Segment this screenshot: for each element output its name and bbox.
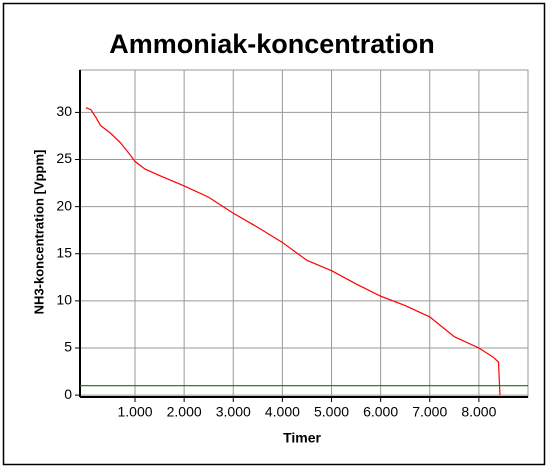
x-tick-label: 8.000 xyxy=(461,404,496,420)
y-tick-label: 10 xyxy=(56,292,72,308)
y-tick-label: 15 xyxy=(56,244,72,260)
chart-title: Ammoniak-koncentration xyxy=(109,29,435,59)
x-tick-label: 2.000 xyxy=(167,404,202,420)
x-tick-label: 6.000 xyxy=(363,404,398,420)
x-tick-label: 1.000 xyxy=(117,404,152,420)
y-tick-label: 0 xyxy=(64,386,72,402)
x-axis-label: Timer xyxy=(283,430,321,446)
x-tick-label: 3.000 xyxy=(216,404,251,420)
x-tick-label: 4.000 xyxy=(265,404,300,420)
y-tick-label: 20 xyxy=(56,197,72,213)
y-axis-label: NH3-koncentration [Vppm] xyxy=(31,150,46,315)
y-tick-label: 30 xyxy=(56,103,72,119)
x-tick-label: 5.000 xyxy=(314,404,349,420)
y-tick-label: 25 xyxy=(56,150,72,166)
y-tick-label: 5 xyxy=(64,339,72,355)
plot-area xyxy=(79,69,529,398)
data-line xyxy=(85,107,501,396)
x-tick-label: 7.000 xyxy=(412,404,447,420)
